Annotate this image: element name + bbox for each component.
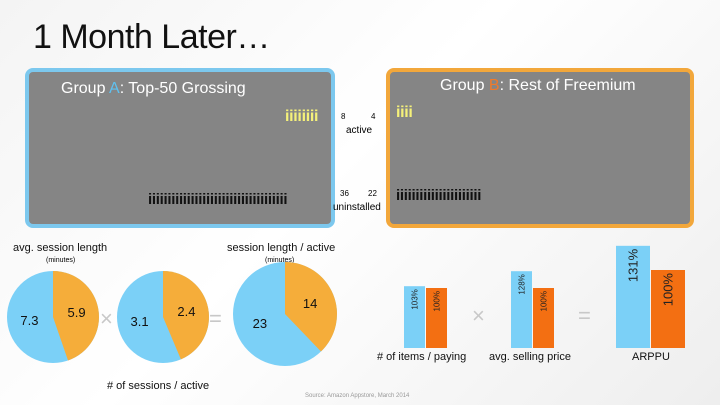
pie-slice-b	[53, 271, 100, 361]
bar-value-label: 128%	[517, 274, 526, 294]
pie-value-b: 2.4	[177, 304, 195, 319]
group-a-title: Group A: Top-50 Grossing	[61, 80, 246, 97]
avg-session-length-label: avg. session length	[13, 242, 108, 254]
times-operator-pies: ×	[100, 306, 113, 331]
bar-group-b	[651, 270, 685, 348]
avg-session-length-unit: (minutes)	[46, 257, 76, 264]
session-result-unit: (minutes)	[265, 257, 295, 264]
avg-selling-price-label: avg. selling price	[489, 351, 571, 363]
uninstalled-label: uninstalled	[333, 202, 381, 213]
group-b-panel: Group B: Rest of Freemium iiii iiiiiiiii…	[386, 68, 694, 228]
pie-slice-b	[163, 271, 210, 360]
pie-value-a: 7.3	[20, 313, 38, 328]
bar-value-label: 100%	[432, 291, 441, 311]
pie-slice-b	[285, 262, 338, 352]
slide-title: 1 Month Later…	[33, 18, 270, 56]
bar-charts: 103% 100% 128% 100% 131% 100%	[404, 245, 685, 348]
pie-value-b: 5.9	[68, 305, 86, 320]
bar-group-b	[533, 288, 554, 348]
bar-value-label: 100%	[539, 291, 548, 311]
bar-value-label: 103%	[410, 289, 419, 309]
bar-group-a	[404, 286, 425, 348]
active-count-a: 8	[341, 112, 346, 121]
pie-value-a: 23	[253, 316, 267, 331]
equals-operator-pies: =	[209, 306, 222, 331]
bar-value-label: 100%	[661, 273, 676, 307]
bar-group-a	[511, 271, 532, 348]
active-label: active	[346, 125, 373, 136]
items-per-paying-label: # of items / paying	[377, 351, 467, 363]
session-result-label: session length / active	[227, 242, 336, 254]
pie-value-a: 3.1	[131, 314, 149, 329]
pie-value-b: 14	[303, 296, 317, 311]
bar-group-a	[616, 245, 650, 348]
group-b-uninstalled-icons: iiiiiiiiiiiiiiiiiiiiii	[396, 187, 482, 204]
times-operator-bars: ×	[472, 303, 485, 328]
group-a-uninstalled-icons: iiiiiiiiiiiiiiiiiiiiiiiiiiiiiiiiiiii	[148, 191, 288, 208]
arppu-label: ARPPU	[632, 351, 670, 363]
bar-value-label: 131%	[626, 248, 641, 282]
active-count-b: 4	[371, 112, 376, 121]
group-b-title: Group B: Rest of Freemium	[440, 77, 636, 94]
equals-operator-bars: =	[578, 303, 591, 328]
bar-group-b	[426, 288, 447, 348]
group-a-active-icons: iiiiiiii	[285, 108, 319, 125]
group-b-active-icons: iiii	[396, 104, 413, 121]
sessions-per-active-label: # of sessions / active	[107, 380, 210, 392]
pie-charts: 5.9 7.3 2.4 3.1 14 23	[7, 262, 338, 366]
uninstalled-count-b: 22	[368, 189, 377, 198]
uninstalled-count-a: 36	[340, 189, 349, 198]
group-a-panel: Group A: Top-50 Grossing iiiiiiii iiiiii…	[25, 68, 335, 228]
source-note: Source: Amazon Appstore, March 2014	[305, 393, 410, 399]
